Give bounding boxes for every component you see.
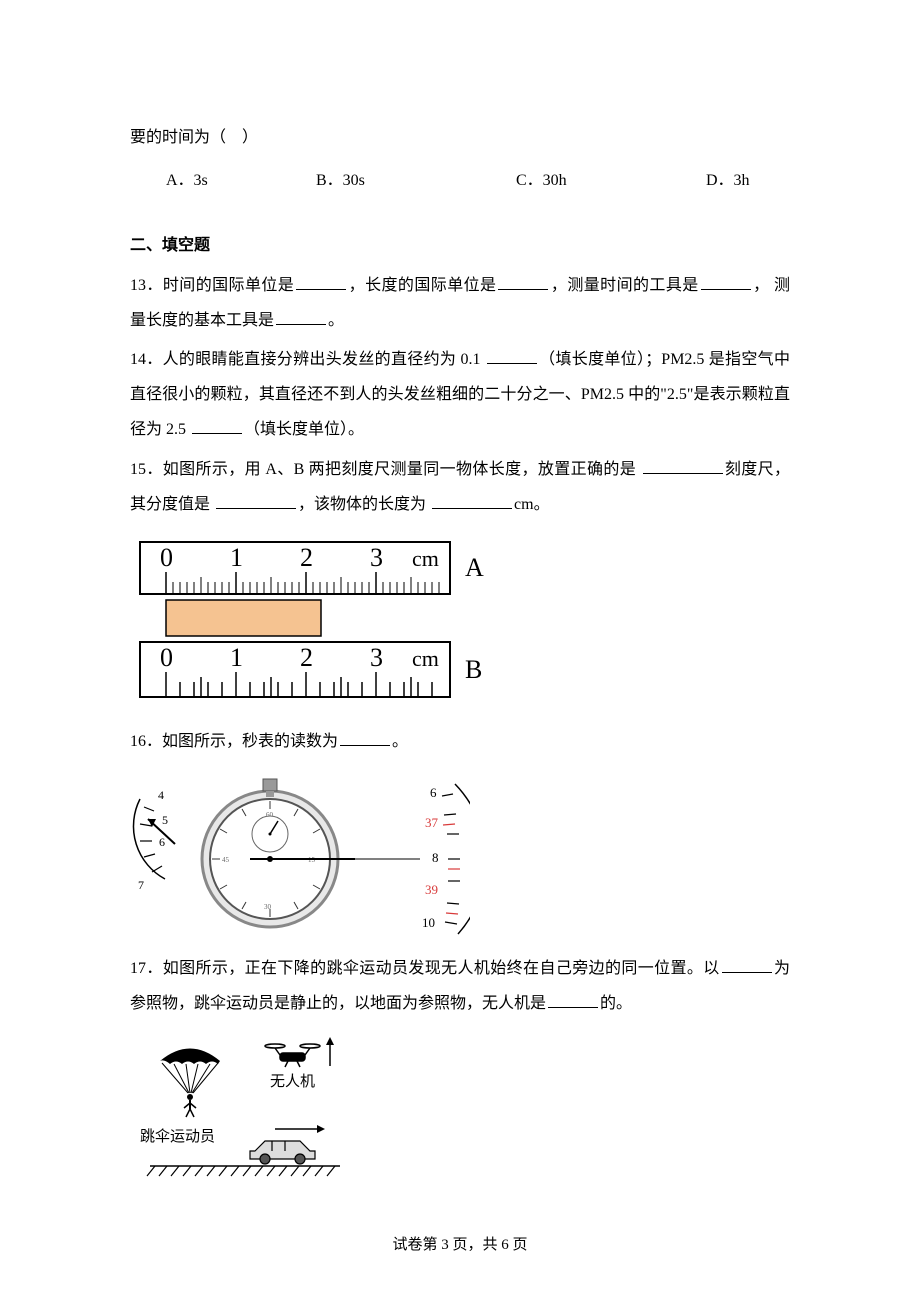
q12-option-a: A．3s	[166, 163, 316, 198]
q12-option-d: D．3h	[706, 163, 750, 198]
right-num-37: 37	[425, 815, 439, 830]
ruler-label-b: B	[465, 655, 482, 684]
q15-blank-2[interactable]	[216, 493, 296, 509]
skydiver-label: 跳伞运动员	[140, 1128, 215, 1145]
right-num-39: 39	[425, 882, 438, 897]
q13: 13．时间的国际单位是，长度的国际单位是，测量时间的工具是， 测量长度的基本工具…	[130, 268, 790, 338]
q15: 15．如图所示，用 A、B 两把刻度尺测量同一物体长度，放置正确的是 刻度尺，其…	[130, 452, 790, 522]
ruler-a-num-2: 2	[300, 543, 313, 572]
q17-text-3: 的。	[600, 995, 632, 1012]
q17-blank-1[interactable]	[722, 957, 772, 973]
left-num-7: 7	[138, 878, 144, 892]
ruler-a-num-1: 1	[230, 543, 243, 572]
q12-option-b: B．30s	[316, 163, 516, 198]
left-num-6: 6	[159, 835, 165, 849]
ruler-b-num-0: 0	[160, 643, 173, 672]
q13-blank-4[interactable]	[276, 309, 326, 325]
q16-text-1: 16．如图所示，秒表的读数为	[130, 733, 338, 750]
ruler-b-unit: cm	[412, 646, 439, 671]
q13-blank-2[interactable]	[498, 274, 548, 290]
q13-text-5: 。	[328, 312, 344, 329]
q13-text-3: ，测量时间的工具是	[550, 277, 698, 294]
q17-blank-2[interactable]	[548, 992, 598, 1008]
right-num-6: 6	[430, 785, 437, 800]
q16-blank-1[interactable]	[340, 730, 390, 746]
ruler-a-num-3: 3	[370, 543, 383, 572]
ruler-figure: 0 1 2 3 cm A 0 1 2 3 cm	[130, 532, 790, 712]
q15-text-1: 15．如图所示，用 A、B 两把刻度尺测量同一物体长度，放置正确的是	[130, 461, 641, 478]
page-footer: 试卷第 3 页，共 6 页	[0, 1229, 920, 1262]
q14-text-3: （填长度单位）。	[244, 421, 364, 438]
q12-option-c: C．30h	[516, 163, 706, 198]
q17-text-1: 17．如图所示，正在下降的跳伞运动员发现无人机始终在自己旁边的同一位置。以	[130, 960, 720, 977]
ruler-svg: 0 1 2 3 cm A 0 1 2 3 cm	[130, 532, 490, 712]
q15-text-3: ，该物体的长度为	[298, 496, 430, 513]
q12-tail: 要的时间为（ ）	[130, 120, 790, 155]
left-num-4: 4	[158, 788, 164, 802]
q15-text-4: cm。	[514, 496, 550, 513]
q13-blank-3[interactable]	[701, 274, 751, 290]
svg-text:45: 45	[222, 856, 230, 864]
q17: 17．如图所示，正在下降的跳伞运动员发现无人机始终在自己旁边的同一位置。以为参照…	[130, 951, 790, 1021]
parachute-figure: 无人机 跳伞运动员	[130, 1031, 790, 1181]
ruler-a-unit: cm	[412, 546, 439, 571]
measured-object	[166, 600, 321, 636]
ruler-b-num-2: 2	[300, 643, 313, 672]
q13-blank-1[interactable]	[296, 274, 346, 290]
stopwatch-figure: 4 5 6 7 60153045	[130, 769, 790, 939]
parachute-svg: 无人机 跳伞运动员	[130, 1031, 360, 1181]
section-2-title: 二、填空题	[130, 228, 790, 263]
ruler-a-num-0: 0	[160, 543, 173, 572]
q13-text-1: 13．时间的国际单位是	[130, 277, 294, 294]
q14: 14．人的眼睛能直接分辨出头发丝的直径约为 0.1 （填长度单位）；PM2.5 …	[130, 342, 790, 448]
q16-text-2: 。	[392, 733, 408, 750]
left-num-5: 5	[162, 813, 168, 827]
svg-text:30: 30	[264, 903, 272, 911]
q15-blank-3[interactable]	[432, 493, 512, 509]
q12-options: A．3s B．30s C．30h D．3h	[166, 163, 790, 198]
q15-blank-1[interactable]	[643, 458, 723, 474]
right-num-10: 10	[422, 915, 435, 930]
stopwatch-svg: 4 5 6 7 60153045	[130, 769, 470, 939]
q16: 16．如图所示，秒表的读数为 。	[130, 724, 790, 759]
q14-text-1: 14．人的眼睛能直接分辨出头发丝的直径约为 0.1	[130, 351, 485, 368]
drone-label: 无人机	[270, 1073, 315, 1090]
q13-text-2: ，长度的国际单位是	[348, 277, 496, 294]
right-num-8: 8	[432, 850, 439, 865]
ruler-label-a: A	[465, 553, 484, 582]
ruler-b-num-3: 3	[370, 643, 383, 672]
q14-blank-2[interactable]	[192, 418, 242, 434]
ruler-b-num-1: 1	[230, 643, 243, 672]
q14-blank-1[interactable]	[487, 348, 537, 364]
